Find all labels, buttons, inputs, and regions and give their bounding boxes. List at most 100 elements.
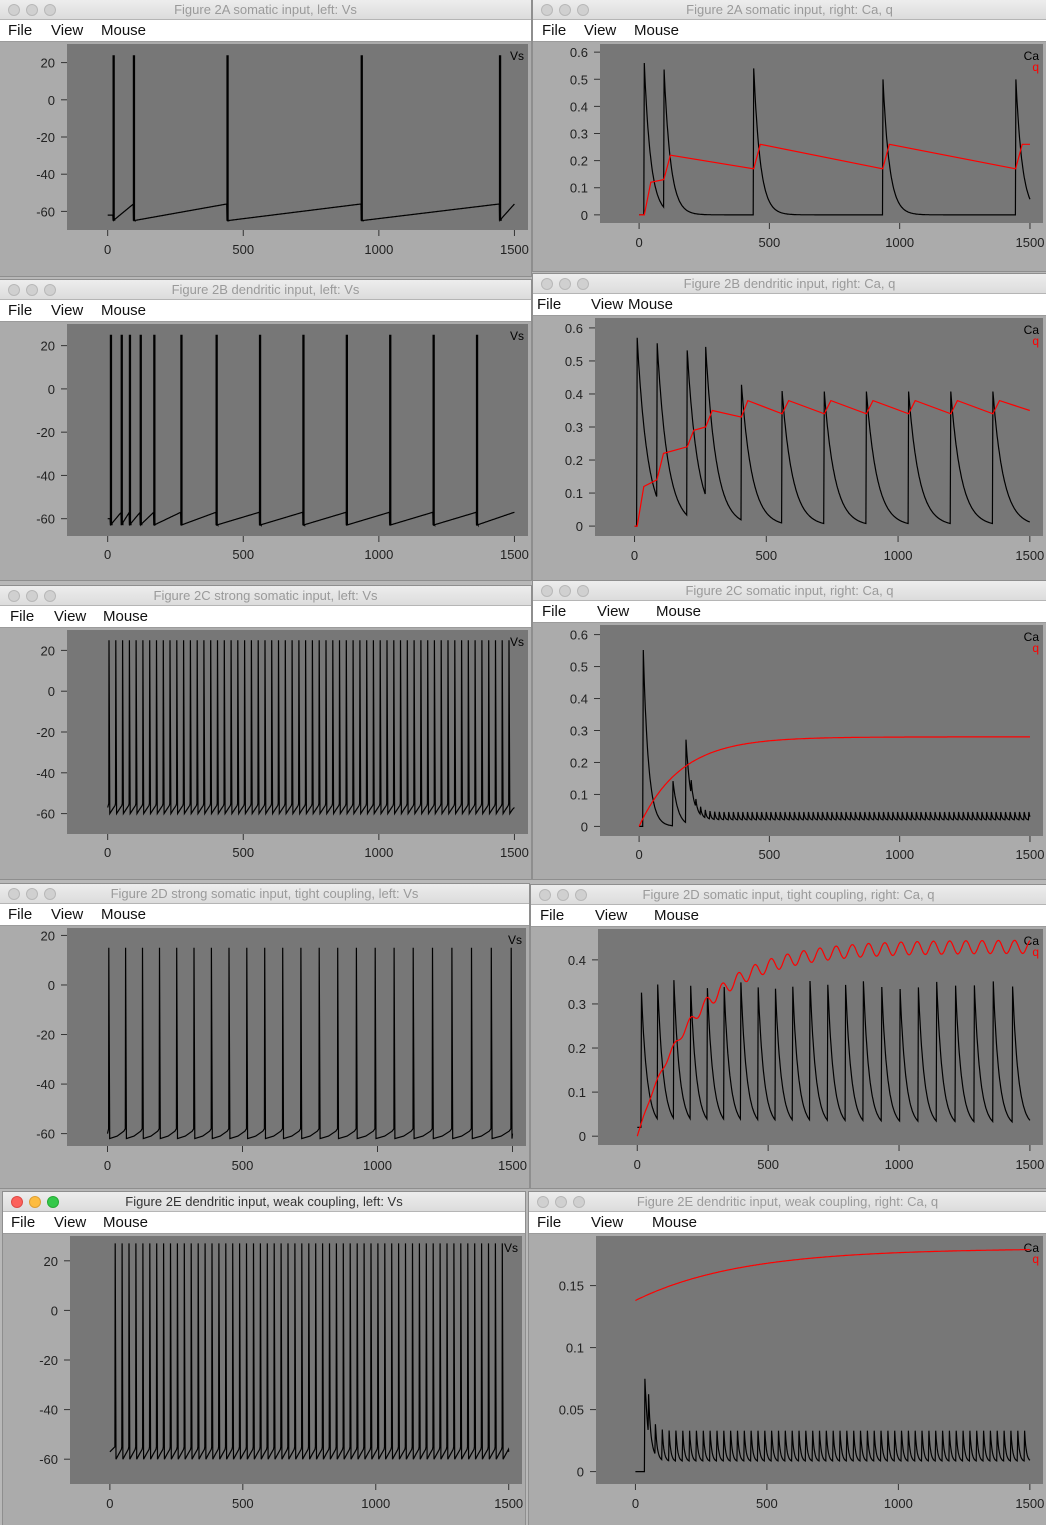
title-bar[interactable]: Figure 2E dendritic input, weak coupling… [3, 1192, 525, 1212]
y-tick-label: -40 [36, 766, 55, 781]
menu-bar: File View Mouse [533, 294, 1046, 316]
title-bar[interactable]: Figure 2B dendritic input, right: Ca, q [533, 274, 1046, 294]
plot-area[interactable]: 0 500 1000 1500 20 0 -20 -40 -60 Vs [0, 322, 531, 580]
minimize-button[interactable] [559, 585, 571, 597]
menu-mouse[interactable]: Mouse [101, 906, 147, 923]
title-bar[interactable]: Figure 2E dendritic input, weak coupling… [529, 1192, 1046, 1212]
menu-file[interactable]: File [8, 906, 33, 923]
zoom-button[interactable] [573, 1196, 585, 1208]
title-bar[interactable]: Figure 2C somatic input, right: Ca, q [533, 581, 1046, 601]
menu-view[interactable]: View [597, 603, 630, 620]
plot-area[interactable]: 0 500 1000 1500 0.4 0.3 0.2 0.1 0 Ca q [531, 927, 1046, 1188]
menu-mouse[interactable]: Mouse [652, 1214, 698, 1231]
zoom-button[interactable] [577, 585, 589, 597]
menu-mouse[interactable]: Mouse [101, 302, 147, 319]
menu-mouse[interactable]: Mouse [103, 1214, 149, 1231]
y-tick-label: -20 [36, 725, 55, 740]
menu-file[interactable]: File [542, 22, 567, 39]
menu-mouse[interactable]: Mouse [103, 608, 149, 625]
menu-view[interactable]: View [51, 302, 84, 319]
menu-file[interactable]: File [537, 1214, 562, 1231]
close-button[interactable] [8, 590, 20, 602]
plot-area[interactable]: 0 500 1000 1500 20 0 -20 -40 -60 Vs [3, 1234, 525, 1525]
zoom-button[interactable] [575, 889, 587, 901]
x-tick-label: 1500 [1015, 1157, 1044, 1172]
zoom-button[interactable] [44, 4, 56, 16]
y-tick-label: 0.15 [559, 1279, 584, 1294]
menu-file[interactable]: File [537, 296, 562, 313]
plot-area[interactable]: 0 500 1000 1500 0.6 0.5 0.4 0.3 0.2 0.1 0 Ca q [533, 42, 1046, 271]
menu-view[interactable]: View [595, 907, 628, 924]
plot-area[interactable]: 0 500 1000 1500 0.6 0.5 0.4 0.3 0.2 0.1 0 Ca q [533, 316, 1046, 580]
minimize-button[interactable] [559, 278, 571, 290]
menu-mouse[interactable]: Mouse [656, 603, 702, 620]
title-bar[interactable]: Figure 2A somatic input, right: Ca, q [533, 0, 1046, 20]
zoom-button[interactable] [577, 278, 589, 290]
plot-area[interactable]: 0 500 1000 1500 20 0 -20 -40 -60 Vs [0, 42, 531, 276]
x-tick-label: 1000 [361, 1496, 390, 1511]
plot-background [600, 44, 1043, 223]
menu-view[interactable]: View [584, 22, 617, 39]
menu-file[interactable]: File [11, 1214, 36, 1231]
x-tick-label: 1000 [884, 1496, 913, 1511]
minimize-button[interactable] [557, 889, 569, 901]
minimize-button[interactable] [26, 284, 38, 296]
menu-view[interactable]: View [51, 906, 84, 923]
zoom-button[interactable] [577, 4, 589, 16]
close-button[interactable] [8, 284, 20, 296]
menu-mouse[interactable]: Mouse [654, 907, 700, 924]
x-tick-label: 500 [232, 1496, 254, 1511]
menu-view[interactable]: View [54, 608, 87, 625]
y-tick-label: -60 [36, 512, 55, 527]
legend-entry: q [1032, 641, 1039, 655]
title-bar[interactable]: Figure 2D somatic input, tight coupling,… [531, 885, 1046, 905]
close-button[interactable] [541, 278, 553, 290]
series-line-vs [107, 640, 515, 816]
title-bar[interactable]: Figure 2A somatic input, left: Vs [0, 0, 531, 20]
title-bar[interactable]: Figure 2C strong somatic input, left: Vs [0, 586, 531, 606]
menu-view[interactable]: View [51, 22, 84, 39]
menu-file[interactable]: File [10, 608, 35, 625]
title-bar[interactable]: Figure 2B dendritic input, left: Vs [0, 280, 531, 300]
menu-view[interactable]: View [591, 1214, 624, 1231]
title-bar[interactable]: Figure 2D strong somatic input, tight co… [0, 884, 529, 904]
plot-area[interactable]: 0 500 1000 1500 0.6 0.5 0.4 0.3 0.2 0.1 0 Ca q [533, 623, 1046, 879]
minimize-button[interactable] [555, 1196, 567, 1208]
close-button[interactable] [537, 1196, 549, 1208]
x-tick-label: 500 [232, 845, 254, 860]
close-button[interactable] [8, 4, 20, 16]
menu-file[interactable]: File [540, 907, 565, 924]
close-button[interactable] [541, 585, 553, 597]
zoom-button[interactable] [44, 590, 56, 602]
series-line-vs [109, 1243, 510, 1460]
close-button[interactable] [541, 4, 553, 16]
minimize-button[interactable] [26, 590, 38, 602]
close-button[interactable] [539, 889, 551, 901]
y-tick-label: -40 [39, 1403, 58, 1418]
zoom-button[interactable] [47, 1196, 59, 1208]
menu-mouse[interactable]: Mouse [101, 22, 147, 39]
minimize-button[interactable] [26, 4, 38, 16]
menu-file[interactable]: File [8, 22, 33, 39]
plot-area[interactable]: 0 500 1000 1500 20 0 -20 -40 -60 Vs [0, 628, 531, 879]
y-tick-label: -20 [39, 1353, 58, 1368]
zoom-button[interactable] [44, 284, 56, 296]
menu-file[interactable]: File [542, 603, 567, 620]
minimize-button[interactable] [26, 888, 38, 900]
plot-area[interactable]: 0 500 1000 1500 0.15 0.1 0.05 0 Ca q [529, 1234, 1046, 1525]
zoom-button[interactable] [44, 888, 56, 900]
menu-view[interactable]: View [591, 296, 624, 313]
menu-view[interactable]: View [54, 1214, 87, 1231]
window-title: Figure 2E dendritic input, weak coupling… [636, 1194, 939, 1209]
y-tick-label: 20 [44, 1254, 58, 1269]
close-button[interactable] [8, 888, 20, 900]
plot-area[interactable]: 0 500 1000 1500 20 0 -20 -40 -60 Vs [0, 926, 529, 1188]
minimize-button[interactable] [559, 4, 571, 16]
close-button[interactable] [11, 1196, 23, 1208]
window-controls [539, 888, 593, 906]
minimize-button[interactable] [29, 1196, 41, 1208]
menu-file[interactable]: File [8, 302, 33, 319]
menu-mouse[interactable]: Mouse [628, 296, 674, 313]
menu-mouse[interactable]: Mouse [634, 22, 680, 39]
y-tick-label: 0.2 [570, 755, 588, 770]
